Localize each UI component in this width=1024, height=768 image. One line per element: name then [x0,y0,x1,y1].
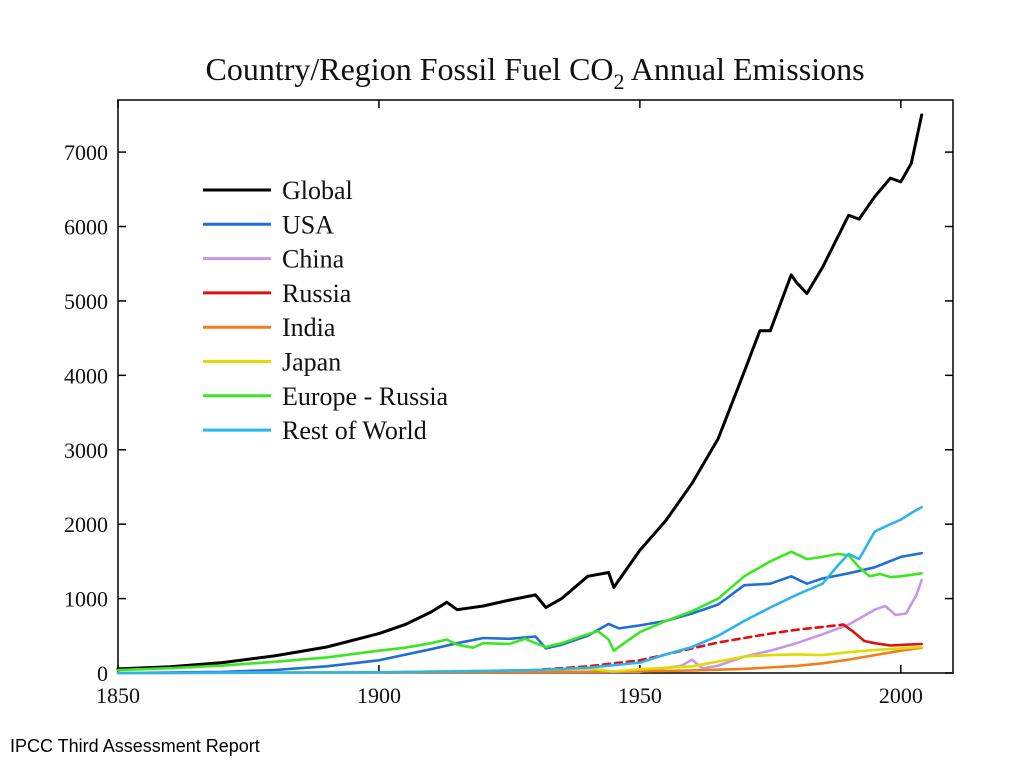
x-axis: 1850 1900 1950 2000 [96,100,923,708]
series-line-russia [842,623,923,647]
series-line-china [116,578,923,675]
emissions-chart: Country/Region Fossil Fuel CO2 Annual Em… [64,51,954,708]
series-line-india [116,646,923,675]
y-axis: 0 1000 2000 3000 4000 5000 6000 7000 [64,140,953,686]
legend-label: China [282,245,345,274]
legend-label: USA [282,210,334,239]
plot-frame [117,99,954,674]
series-line-global [116,113,924,671]
y-tick-label: 3000 [64,438,108,463]
source-note: IPCC Third Assessment Report [10,736,260,756]
legend-label: India [282,313,336,342]
legend-label: Russia [282,279,352,308]
series-line-rest-of-world [116,505,923,675]
legend: Global USA China Russia India Japan Europe - R… [203,176,449,445]
series-line-usa [116,551,923,675]
x-tick-label: 1950 [618,683,662,708]
y-tick-label: 7000 [64,140,108,165]
y-tick-label: 1000 [64,587,108,612]
series-layer [116,113,924,675]
legend-label: Japan [282,348,341,377]
y-tick-label: 6000 [64,215,108,240]
x-tick-label: 1850 [96,683,140,708]
chart-title: Country/Region Fossil Fuel CO2 Annual Em… [205,51,864,94]
y-tick-label: 4000 [64,363,108,388]
legend-label: Europe - Russia [282,382,449,411]
legend-label: Rest of World [282,416,427,445]
legend-label: Global [282,176,353,205]
y-tick-label: 2000 [64,512,108,537]
y-tick-label: 5000 [64,289,108,314]
series-line-europe-russia [116,550,923,672]
x-tick-label: 2000 [879,683,923,708]
x-tick-label: 1900 [357,683,401,708]
y-tick-label: 0 [97,661,108,686]
